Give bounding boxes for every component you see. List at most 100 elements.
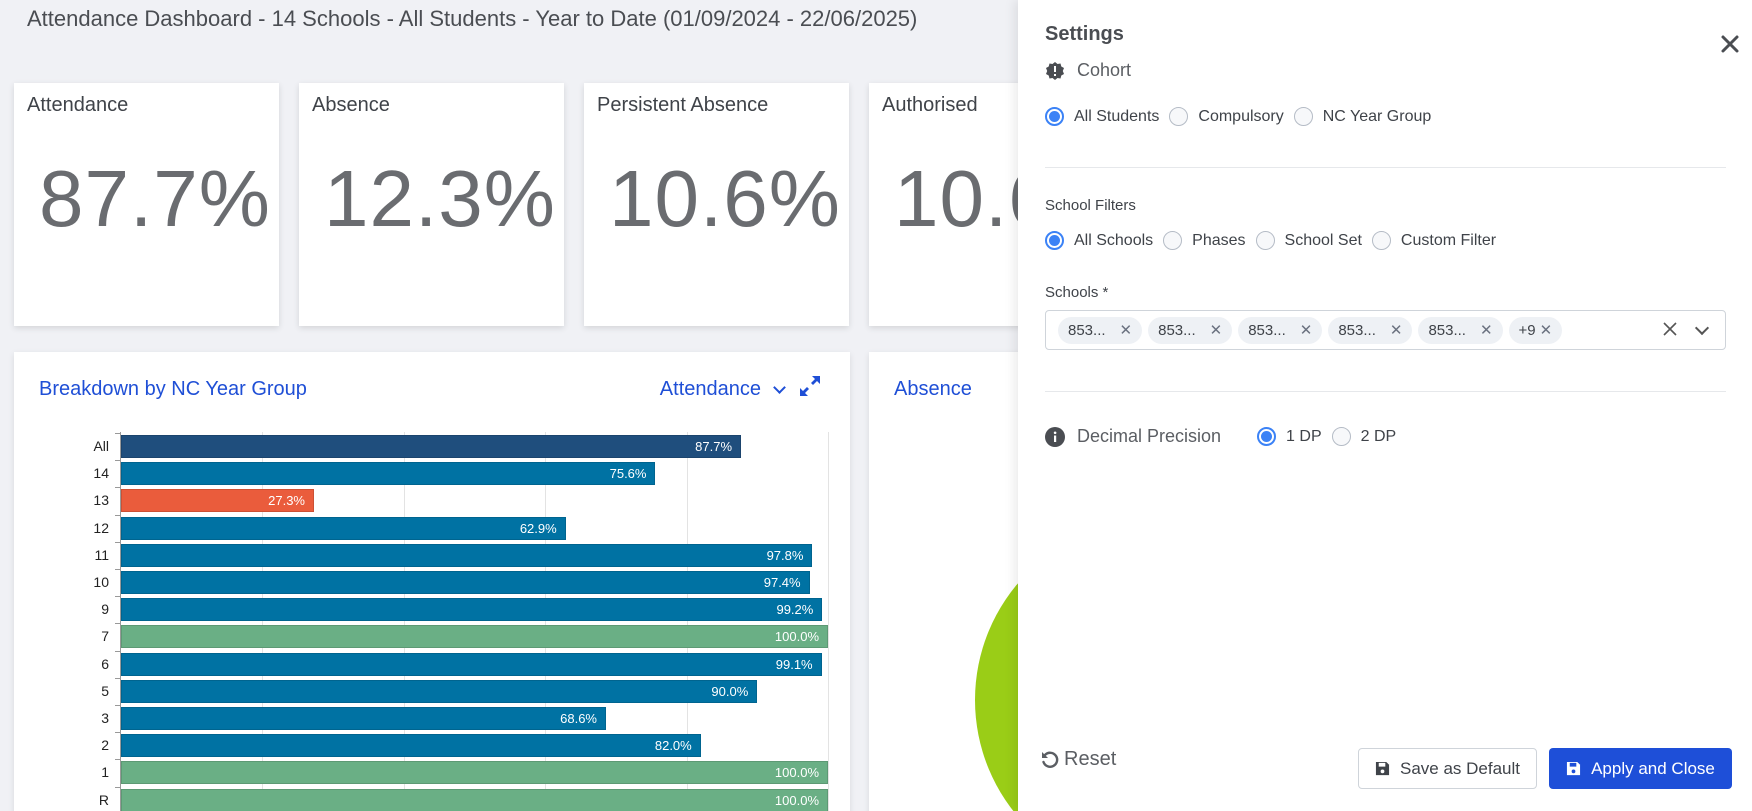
remove-chip-icon[interactable]: ✕ [1389,322,1403,339]
chevron-down-icon[interactable] [1694,320,1710,336]
schools-label: Schools * [1045,284,1109,301]
radio-button[interactable] [1255,231,1275,250]
school-chip[interactable]: 853... ✕ [1418,316,1503,344]
remove-chip-icon[interactable]: ✕ [1299,322,1313,339]
kpi-label: Authorised [882,94,978,116]
bar-value-label: 99.1% [775,656,813,672]
bar[interactable]: 27.3% [121,489,314,513]
apply-and-close-button[interactable]: Apply and Close [1549,748,1732,789]
kpi-card-absence: Absence 12.3% [299,83,564,326]
expand-arrows-icon[interactable] [798,374,822,398]
category-label: 1 [101,764,109,781]
option-label: School Set [1284,231,1362,249]
school-filter-option-school-set[interactable]: School Set [1255,231,1362,250]
remove-chip-icon[interactable]: ✕ [1539,322,1553,339]
radio-button[interactable] [1257,427,1277,446]
bar-value-label: 100.0% [774,792,819,808]
bar[interactable]: 100.0% [121,761,828,785]
radio-button[interactable] [1163,231,1183,250]
school-chip[interactable]: 853... ✕ [1238,316,1323,344]
cohort-option-nc-year-group[interactable]: NC Year Group [1293,107,1431,126]
axis-tick [115,623,120,625]
decimal-precision-radio-group: 1 DP 2 DP [1257,427,1406,446]
radio-button[interactable] [1169,107,1189,126]
settings-drawer: Settings Cohort All Students Compulsory … [1018,0,1752,811]
precision-option-1dp[interactable]: 1 DP [1257,427,1322,446]
school-filter-option-custom-filter[interactable]: Custom Filter [1371,231,1496,250]
school-chip[interactable]: 853... ✕ [1328,316,1413,344]
option-label: All Schools [1074,231,1154,249]
reset-label: Reset [1064,748,1117,770]
cohort-option-all-students[interactable]: All Students [1045,107,1159,126]
option-label: Compulsory [1198,107,1284,125]
bar[interactable]: 99.2% [121,598,823,622]
bar-value-label: 82.0% [654,738,692,754]
cohort-heading: Cohort [1045,60,1131,81]
bar[interactable]: 99.1% [121,652,822,676]
category-label: 14 [93,465,109,482]
axis-tick [115,677,120,679]
bar-value-label: 100.0% [774,629,819,645]
chip-label: 853... [1338,321,1376,339]
bar-value-label: 87.7% [695,439,733,454]
gridline [545,432,547,811]
settings-title: Settings [1045,23,1124,45]
chip-label: 853... [1248,321,1286,339]
bar[interactable]: 97.8% [121,543,813,567]
more-schools-chip[interactable]: +9 ✕ [1508,316,1563,344]
radio-button[interactable] [1045,231,1064,250]
apply-and-close-label: Apply and Close [1591,758,1715,778]
bar-chart: All 87.7% 14 75.6% 13 27.3% 12 62.9% 11 97.8% 10 97… [41,432,841,811]
reset-button[interactable]: Reset [1040,748,1116,771]
option-label: All Students [1074,107,1160,125]
exclamation-badge-icon [1046,61,1064,80]
schools-multiselect[interactable]: 853... ✕ 853... ✕ 853... ✕ 853... ✕ 853... ✕ … [1045,310,1726,350]
radio-button[interactable] [1293,107,1313,126]
school-chip[interactable]: 853... ✕ [1148,316,1233,344]
radio-button[interactable] [1045,107,1064,126]
option-label: 2 DP [1360,427,1397,445]
breakdown-panel: Breakdown by NC Year Group Attendance Al… [14,352,850,811]
category-label: 9 [101,601,109,618]
school-filter-option-all-schools[interactable]: All Schools [1045,231,1153,250]
precision-option-2dp[interactable]: 2 DP [1331,427,1397,446]
category-label: 2 [101,737,109,754]
bar[interactable]: 82.0% [121,734,701,758]
school-filters-label: School Filters [1045,197,1136,214]
metric-dropdown[interactable]: Attendance [660,378,786,401]
bar[interactable]: 90.0% [121,679,758,703]
school-chip[interactable]: 853... ✕ [1058,316,1143,344]
bar[interactable]: 62.9% [121,516,566,540]
bar-value-label: 62.9% [519,520,557,536]
remove-chip-icon[interactable]: ✕ [1479,322,1493,339]
remove-chip-icon[interactable]: ✕ [1119,322,1133,339]
cohort-option-compulsory[interactable]: Compulsory [1169,107,1284,126]
gridline [403,432,405,811]
category-label: 5 [101,682,109,699]
bar[interactable]: 97.4% [121,571,810,594]
radio-button[interactable] [1331,427,1351,446]
floppy-disk-icon [1567,761,1581,776]
save-as-default-button[interactable]: Save as Default [1358,748,1537,789]
divider [1045,167,1726,168]
decimal-precision-heading: Decimal Precision 1 DP 2 DP [1045,426,1406,447]
school-filter-option-phases[interactable]: Phases [1163,231,1246,250]
bar[interactable]: 75.6% [121,462,656,486]
save-as-default-label: Save as Default [1399,758,1520,778]
bar-value-label: 100.0% [774,765,819,781]
bar[interactable]: 100.0% [121,788,828,811]
category-label: 6 [101,655,109,672]
gridline [686,432,688,811]
radio-button[interactable] [1371,231,1391,250]
axis-tick [115,514,120,516]
remove-chip-icon[interactable]: ✕ [1209,322,1223,339]
kpi-label: Attendance [27,94,129,116]
bar[interactable]: 68.6% [121,707,606,730]
bar[interactable]: 87.7% [121,435,742,458]
clear-all-icon[interactable] [1661,320,1679,338]
bar[interactable]: 100.0% [121,625,828,649]
close-icon[interactable] [1720,34,1740,54]
axis-tick [115,786,120,788]
kpi-card-attendance: Attendance 87.7% [14,83,279,326]
category-label: 13 [93,492,109,509]
